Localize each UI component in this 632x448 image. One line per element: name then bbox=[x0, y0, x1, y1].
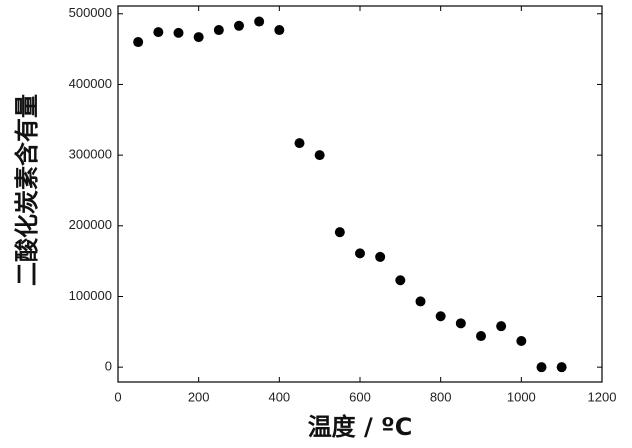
point bbox=[213, 25, 224, 36]
point bbox=[476, 331, 486, 342]
point bbox=[193, 32, 204, 43]
x-tick-label: 200 bbox=[188, 389, 210, 404]
x-tick-label: 0 bbox=[114, 389, 121, 404]
point bbox=[375, 251, 386, 262]
x-axis-label: 温度 / ºC bbox=[308, 413, 413, 441]
x-tick-label: 1000 bbox=[507, 389, 536, 404]
plot-frame bbox=[117, 5, 603, 383]
point bbox=[314, 150, 325, 161]
point bbox=[556, 362, 567, 373]
point bbox=[355, 248, 365, 259]
point bbox=[173, 27, 184, 38]
x-tick-label: 400 bbox=[268, 389, 290, 404]
point bbox=[254, 16, 265, 27]
y-tick-label: 300000 bbox=[69, 147, 112, 162]
point bbox=[516, 336, 527, 347]
point bbox=[334, 227, 345, 238]
point bbox=[294, 138, 305, 149]
point bbox=[455, 318, 466, 329]
point bbox=[496, 321, 507, 332]
x-tick-label: 1200 bbox=[588, 389, 617, 404]
point bbox=[274, 25, 285, 36]
point bbox=[234, 20, 244, 31]
x-tick-label: 800 bbox=[430, 389, 452, 404]
y-tick-label: 400000 bbox=[69, 76, 112, 91]
x-tick-label: 600 bbox=[349, 389, 371, 404]
y-tick-label: 500000 bbox=[69, 5, 112, 20]
point bbox=[395, 275, 406, 286]
y-tick-label: 100000 bbox=[69, 288, 112, 303]
point bbox=[133, 37, 144, 48]
y-tick-label: 200000 bbox=[69, 217, 112, 232]
point bbox=[435, 311, 446, 322]
y-axis-label: 二酸化炭素含有量 bbox=[13, 94, 41, 286]
point bbox=[536, 362, 547, 373]
point bbox=[153, 27, 164, 38]
point bbox=[415, 296, 426, 307]
y-tick-label: 0 bbox=[105, 359, 112, 374]
